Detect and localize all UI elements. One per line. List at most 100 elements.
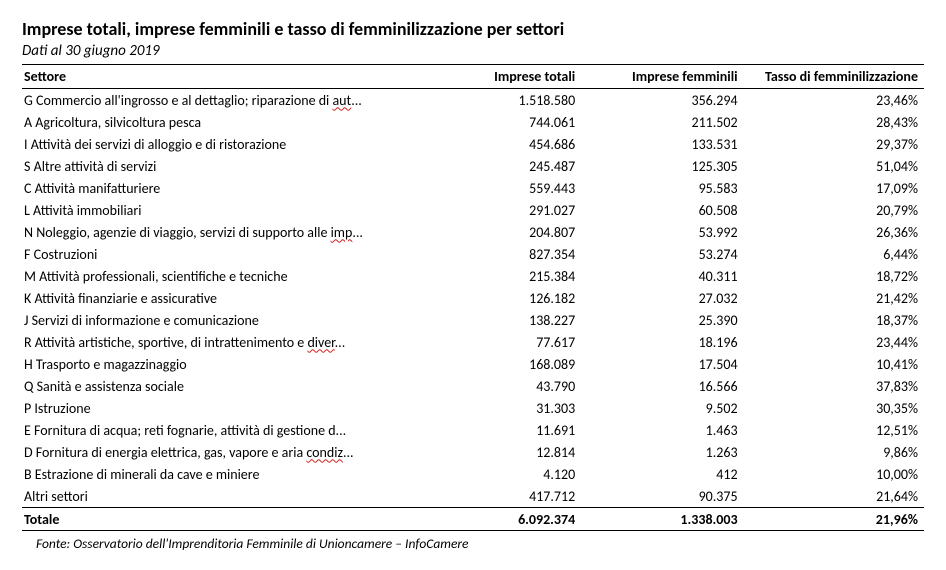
cell-sector: S Altre attività di servizi: [22, 155, 437, 177]
table-row: C Attività manifatturiere559.44395.58317…: [22, 177, 924, 199]
cell-sector: Altri settori: [22, 485, 437, 508]
cell-rate: 20,79%: [744, 199, 924, 221]
cell-rate: 29,37%: [744, 133, 924, 155]
data-table: Settore Imprese totali Imprese femminili…: [22, 64, 924, 531]
cell-total: 31.303: [437, 397, 581, 419]
cell-rate: 26,36%: [744, 221, 924, 243]
cell-sector: A Agricoltura, silvicoltura pesca: [22, 111, 437, 133]
cell-female: 90.375: [581, 485, 743, 508]
col-header-total: Imprese totali: [437, 65, 581, 89]
cell-total: 4.120: [437, 463, 581, 485]
cell-female: 40.311: [581, 265, 743, 287]
table-row: R Attività artistiche, sportive, di intr…: [22, 331, 924, 353]
table-row: M Attività professionali, scientifiche e…: [22, 265, 924, 287]
cell-female: 53.274: [581, 243, 743, 265]
table-row: G Commercio all'ingrosso e al dettaglio;…: [22, 89, 924, 112]
table-row: Altri settori417.71290.37521,64%: [22, 485, 924, 508]
cell-female: 125.305: [581, 155, 743, 177]
table-row: D Fornitura di energia elettrica, gas, v…: [22, 441, 924, 463]
cell-total: 204.807: [437, 221, 581, 243]
col-header-sector: Settore: [22, 65, 437, 89]
cell-female: 412: [581, 463, 743, 485]
table-row: F Costruzioni827.35453.2746,44%: [22, 243, 924, 265]
cell-sector: G Commercio all'ingrosso e al dettaglio;…: [22, 89, 437, 112]
cell-female: 60.508: [581, 199, 743, 221]
cell-female: 211.502: [581, 111, 743, 133]
table-header-row: Settore Imprese totali Imprese femminili…: [22, 65, 924, 89]
cell-total: 12.814: [437, 441, 581, 463]
table-row: J Servizi di informazione e comunicazion…: [22, 309, 924, 331]
cell-sector: K Attività finanziarie e assicurative: [22, 287, 437, 309]
cell-sector: L Attività immobiliari: [22, 199, 437, 221]
table-row: E Fornitura di acqua; reti fognarie, att…: [22, 419, 924, 441]
cell-total: 215.384: [437, 265, 581, 287]
cell-sector: B Estrazione di minerali da cave e minie…: [22, 463, 437, 485]
cell-rate: 17,09%: [744, 177, 924, 199]
cell-total: 417.712: [437, 485, 581, 508]
cell-sector: J Servizi di informazione e comunicazion…: [22, 309, 437, 331]
cell-rate: 37,83%: [744, 375, 924, 397]
table-row: Q Sanità e assistenza sociale43.79016.56…: [22, 375, 924, 397]
cell-female: 53.992: [581, 221, 743, 243]
cell-female: 18.196: [581, 331, 743, 353]
cell-female: 16.566: [581, 375, 743, 397]
col-header-rate: Tasso di femminilizzazione: [744, 65, 924, 89]
cell-sector: C Attività manifatturiere: [22, 177, 437, 199]
table-title: Imprese totali, imprese femminili e tass…: [22, 18, 924, 40]
cell-female: 17.504: [581, 353, 743, 375]
cell-rate: 21,42%: [744, 287, 924, 309]
cell-sector: E Fornitura di acqua; reti fognarie, att…: [22, 419, 437, 441]
table-row: I Attività dei servizi di alloggio e di …: [22, 133, 924, 155]
cell-rate: 9,86%: [744, 441, 924, 463]
table-row: S Altre attività di servizi245.487125.30…: [22, 155, 924, 177]
cell-rate: 28,43%: [744, 111, 924, 133]
table-row: L Attività immobiliari291.02760.50820,79…: [22, 199, 924, 221]
table-row: N Noleggio, agenzie di viaggio, servizi …: [22, 221, 924, 243]
cell-sector: Q Sanità e assistenza sociale: [22, 375, 437, 397]
cell-rate: 18,72%: [744, 265, 924, 287]
cell-female: 27.032: [581, 287, 743, 309]
cell-sector: H Trasporto e magazzinaggio: [22, 353, 437, 375]
cell-female: 133.531: [581, 133, 743, 155]
cell-sector: N Noleggio, agenzie di viaggio, servizi …: [22, 221, 437, 243]
cell-total: 138.227: [437, 309, 581, 331]
cell-female: 25.390: [581, 309, 743, 331]
cell-female: 95.583: [581, 177, 743, 199]
cell-total: 245.487: [437, 155, 581, 177]
cell-total: 559.443: [437, 177, 581, 199]
cell-total: 11.691: [437, 419, 581, 441]
cell-total: 744.061: [437, 111, 581, 133]
cell-female: 1.263: [581, 441, 743, 463]
cell-rate: 21,64%: [744, 485, 924, 508]
cell-rate: 6,44%: [744, 243, 924, 265]
cell-female-sum: 1.338.003: [581, 508, 743, 531]
cell-total-label: Totale: [22, 508, 437, 531]
table-subtitle: Dati al 30 giugno 2019: [22, 42, 924, 60]
cell-total-sum: 6.092.374: [437, 508, 581, 531]
table-row: A Agricoltura, silvicoltura pesca744.061…: [22, 111, 924, 133]
table-total-row: Totale6.092.3741.338.00321,96%: [22, 508, 924, 531]
col-header-female: Imprese femminili: [581, 65, 743, 89]
cell-total: 126.182: [437, 287, 581, 309]
cell-total: 291.027: [437, 199, 581, 221]
cell-rate: 12,51%: [744, 419, 924, 441]
cell-rate: 23,44%: [744, 331, 924, 353]
table-row: P Istruzione31.3039.50230,35%: [22, 397, 924, 419]
cell-total: 43.790: [437, 375, 581, 397]
table-row: H Trasporto e magazzinaggio168.08917.504…: [22, 353, 924, 375]
cell-rate: 10,41%: [744, 353, 924, 375]
cell-sector: I Attività dei servizi di alloggio e di …: [22, 133, 437, 155]
cell-female: 1.463: [581, 419, 743, 441]
table-row: B Estrazione di minerali da cave e minie…: [22, 463, 924, 485]
cell-female: 9.502: [581, 397, 743, 419]
cell-rate: 30,35%: [744, 397, 924, 419]
cell-rate: 23,46%: [744, 89, 924, 112]
cell-total: 454.686: [437, 133, 581, 155]
cell-rate: 51,04%: [744, 155, 924, 177]
cell-total: 1.518.580: [437, 89, 581, 112]
table-source: Fonte: Osservatorio dell'Imprenditoria F…: [22, 531, 924, 552]
cell-total: 827.354: [437, 243, 581, 265]
cell-total: 168.089: [437, 353, 581, 375]
cell-rate: 18,37%: [744, 309, 924, 331]
cell-sector: D Fornitura di energia elettrica, gas, v…: [22, 441, 437, 463]
